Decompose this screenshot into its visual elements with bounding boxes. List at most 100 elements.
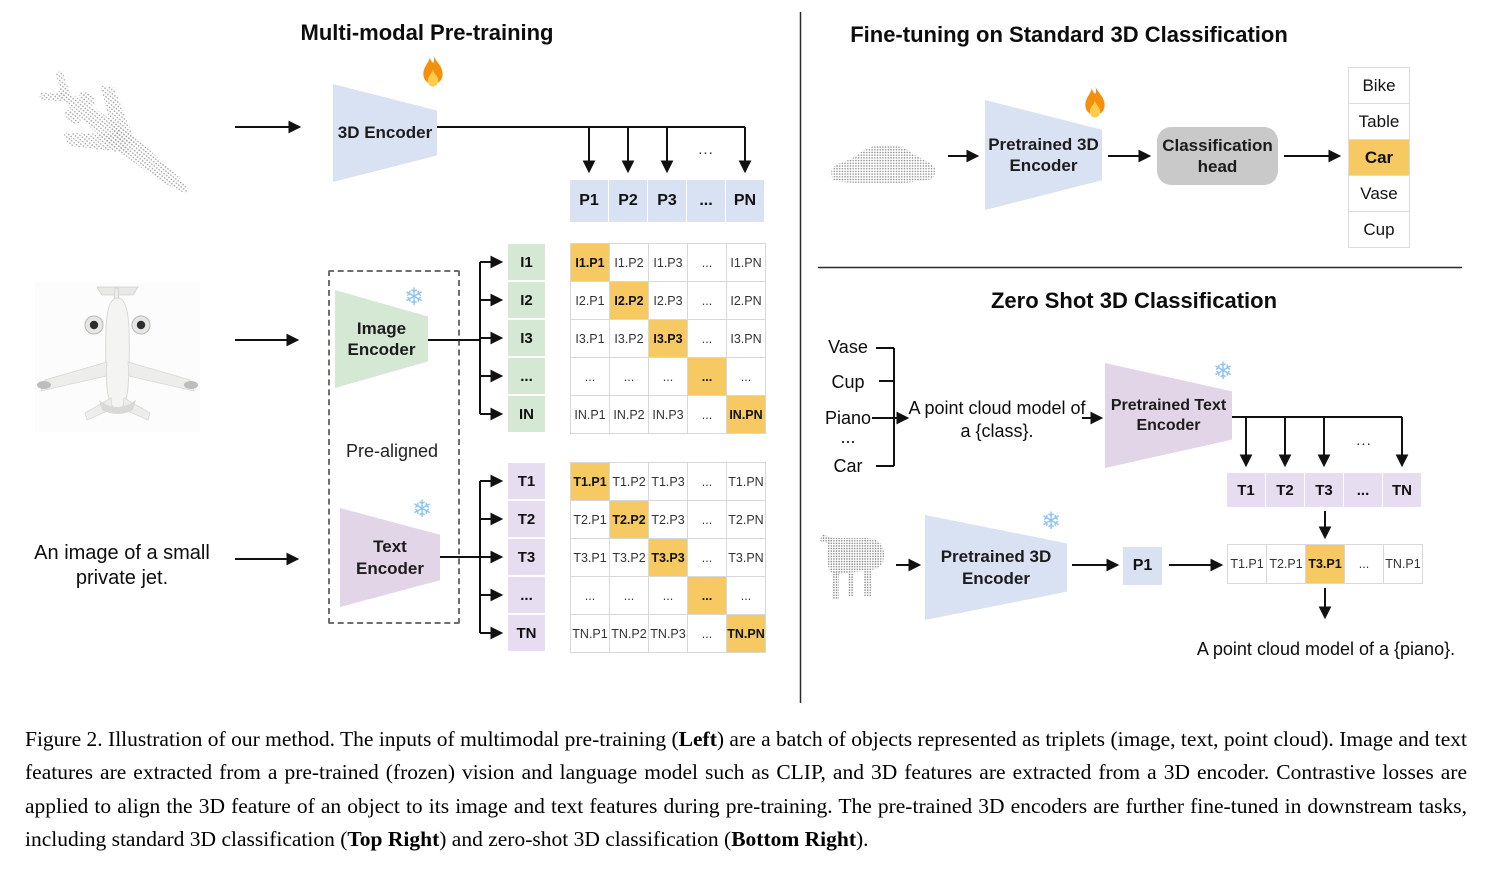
i-label-cell: IN xyxy=(508,396,545,432)
matrix-cell: I1.P3 xyxy=(649,244,687,281)
matrix-cell: T1.P1 xyxy=(571,463,609,500)
class-cell: Cup xyxy=(1349,212,1409,247)
matrix-cell: ... xyxy=(688,577,726,614)
class-list: Bike Table Car Vase Cup xyxy=(1348,67,1410,248)
matrix-cell: TN.P2 xyxy=(610,615,648,652)
matrix-cell: I2.PN xyxy=(727,282,765,319)
result-cell: T2.P1 xyxy=(1267,545,1305,583)
fine-tuning-title: Fine-tuning on Standard 3D Classificatio… xyxy=(850,22,1288,47)
zero-shot-title: Zero Shot 3D Classification xyxy=(990,288,1278,313)
matrix-cell: ... xyxy=(649,358,687,395)
figure-caption: Figure 2. Illustration of our method. Th… xyxy=(25,723,1467,857)
zero-shot-class: ... xyxy=(840,427,856,447)
matrix-cell: T1.P3 xyxy=(649,463,687,500)
matrix-cell: ... xyxy=(688,358,726,395)
matrix-cell: T2.P2 xyxy=(610,501,648,538)
prompt-text: A point cloud model of a {class}. xyxy=(908,397,1086,443)
matrix-cell: IN.P1 xyxy=(571,396,609,433)
label-line: An image of a small xyxy=(34,542,210,564)
t-cell: TN xyxy=(1383,473,1421,507)
matrix-cell: I2.P2 xyxy=(610,282,648,319)
text-feature-column: T1 T2 T3... TN xyxy=(508,463,545,651)
left-panel-title: Multi-modal Pre-training xyxy=(300,20,554,45)
classification-head: Classification head xyxy=(1157,127,1278,185)
zero-shot-output-text: A point cloud model of a {piano}. xyxy=(1196,639,1456,659)
piano-point-cloud xyxy=(820,534,884,599)
result-cell: TN.P1 xyxy=(1384,545,1422,583)
matrix-cell: ... xyxy=(688,396,726,433)
car-point-cloud xyxy=(831,145,936,184)
zero-shot-class: Cup xyxy=(831,372,865,392)
pretrained-3d-encoder-zs-label: Pretrained 3D Encoder xyxy=(941,546,1052,589)
class-cell: Vase xyxy=(1349,176,1409,211)
t-label-cell: TN xyxy=(508,615,545,651)
matrix-cell: IN.PN xyxy=(727,396,765,433)
pre-aligned-box xyxy=(328,270,460,624)
jet-photo xyxy=(35,282,200,432)
image-caption-input: An image of a small private jet. xyxy=(22,541,222,591)
zero-shot-class: Vase xyxy=(828,337,868,357)
matrix-cell: ... xyxy=(688,539,726,576)
label-line: head xyxy=(1197,157,1238,176)
matrix-cell: T1.P2 xyxy=(610,463,648,500)
matrix-cell: ... xyxy=(688,282,726,319)
fire-icon xyxy=(423,54,443,87)
matrix-cell: T2.PN xyxy=(727,501,765,538)
matrix-cell: ... xyxy=(571,358,609,395)
matrix-cell: TN.P3 xyxy=(649,615,687,652)
t-label-cell: T1 xyxy=(508,463,545,499)
t-cell: ... xyxy=(1344,473,1382,507)
encoder-3d-label: 3D Encoder xyxy=(337,123,433,143)
branch-ellipsis: ... xyxy=(1356,432,1372,449)
matrix-cell: I3.P2 xyxy=(610,320,648,357)
matrix-cell: T3.P3 xyxy=(649,539,687,576)
i-label-cell: ... xyxy=(508,358,545,394)
matrix-cell: I1.P1 xyxy=(571,244,609,281)
caption-bold-text: Left xyxy=(678,727,717,751)
t-label-cell: T2 xyxy=(508,501,545,537)
matrix-cell: ... xyxy=(688,320,726,357)
t-feature-row: T1 T2 T3... TN xyxy=(1227,473,1421,507)
matrix-cell: ... xyxy=(727,577,765,614)
t-label-cell: ... xyxy=(508,577,545,613)
label-line: Encoder xyxy=(961,568,1030,588)
matrix-cell: I2.P1 xyxy=(571,282,609,319)
matrix-cell: T1.PN xyxy=(727,463,765,500)
label-line: Encoder xyxy=(355,558,425,578)
matrix-cell: I1.P2 xyxy=(610,244,648,281)
snowflake-icon: ❄ xyxy=(1041,508,1062,535)
matrix-cell: ... xyxy=(610,577,648,614)
i-label-cell: I2 xyxy=(508,282,545,318)
matrix-cell: T3.PN xyxy=(727,539,765,576)
label-line: Encoder xyxy=(1136,416,1201,434)
label-line: Classification xyxy=(1162,135,1273,155)
matrix-cell: T3.P1 xyxy=(571,539,609,576)
airplane-shape xyxy=(38,69,189,193)
label-line: Image xyxy=(356,318,407,338)
matrix-cell: I3.PN xyxy=(727,320,765,357)
text-encoder-label: Text Encoder xyxy=(356,536,424,579)
caption-text: Figure 2. Illustration of our method. Th… xyxy=(25,727,679,751)
p-cell: PN xyxy=(726,180,764,222)
matrix-cell: ... xyxy=(727,358,765,395)
matrix-cell: ... xyxy=(649,577,687,614)
caption-bold-text: Top Right xyxy=(347,827,440,852)
matrix-cell: IN.P2 xyxy=(610,396,648,433)
branch-ellipsis: ... xyxy=(698,141,714,158)
caption-text: ) and zero-shot 3D classification ( xyxy=(439,827,732,852)
matrix-cell: I3.P1 xyxy=(571,320,609,357)
caption-text: ). xyxy=(856,827,869,852)
t-cell: T3 xyxy=(1305,473,1343,507)
label-line: Pretrained Text xyxy=(1110,396,1227,414)
label-line: private jet. xyxy=(75,567,169,589)
label-line: Text xyxy=(373,537,407,557)
matrix-cell: TN.P1 xyxy=(571,615,609,652)
text-point-matrix: T1.P1 T1.P2 T1.P3... T1.PN T2.P1 T2.P2 T2.P3..… xyxy=(570,462,766,653)
matrix-cell: I2.P3 xyxy=(649,282,687,319)
matrix-cell: TN.PN xyxy=(727,615,765,652)
caption-bold-text: Bottom Right xyxy=(731,827,857,852)
p-cell: P1 xyxy=(570,180,608,222)
zero-shot-class-list: Vase Cup Piano... Car xyxy=(816,336,880,481)
matrix-cell: I1.PN xyxy=(727,244,765,281)
